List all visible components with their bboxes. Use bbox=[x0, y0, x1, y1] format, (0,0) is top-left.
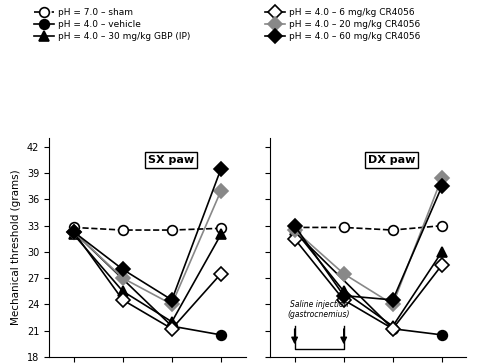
Y-axis label: Mechanical threshold (grams): Mechanical threshold (grams) bbox=[11, 170, 21, 325]
Legend: pH = 7.0 – sham, pH = 4.0 – vehicle, pH = 4.0 – 30 mg/kg GBP (IP): pH = 7.0 – sham, pH = 4.0 – vehicle, pH … bbox=[34, 8, 191, 41]
Legend: pH = 4.0 – 6 mg/kg CR4056, pH = 4.0 – 20 mg/kg CR4056, pH = 4.0 – 60 mg/kg CR405: pH = 4.0 – 6 mg/kg CR4056, pH = 4.0 – 20… bbox=[265, 8, 420, 41]
Text: DX paw: DX paw bbox=[368, 155, 415, 165]
Text: SX paw: SX paw bbox=[148, 155, 194, 165]
Text: Saline injection
(gastrocnemius): Saline injection (gastrocnemius) bbox=[288, 300, 351, 319]
